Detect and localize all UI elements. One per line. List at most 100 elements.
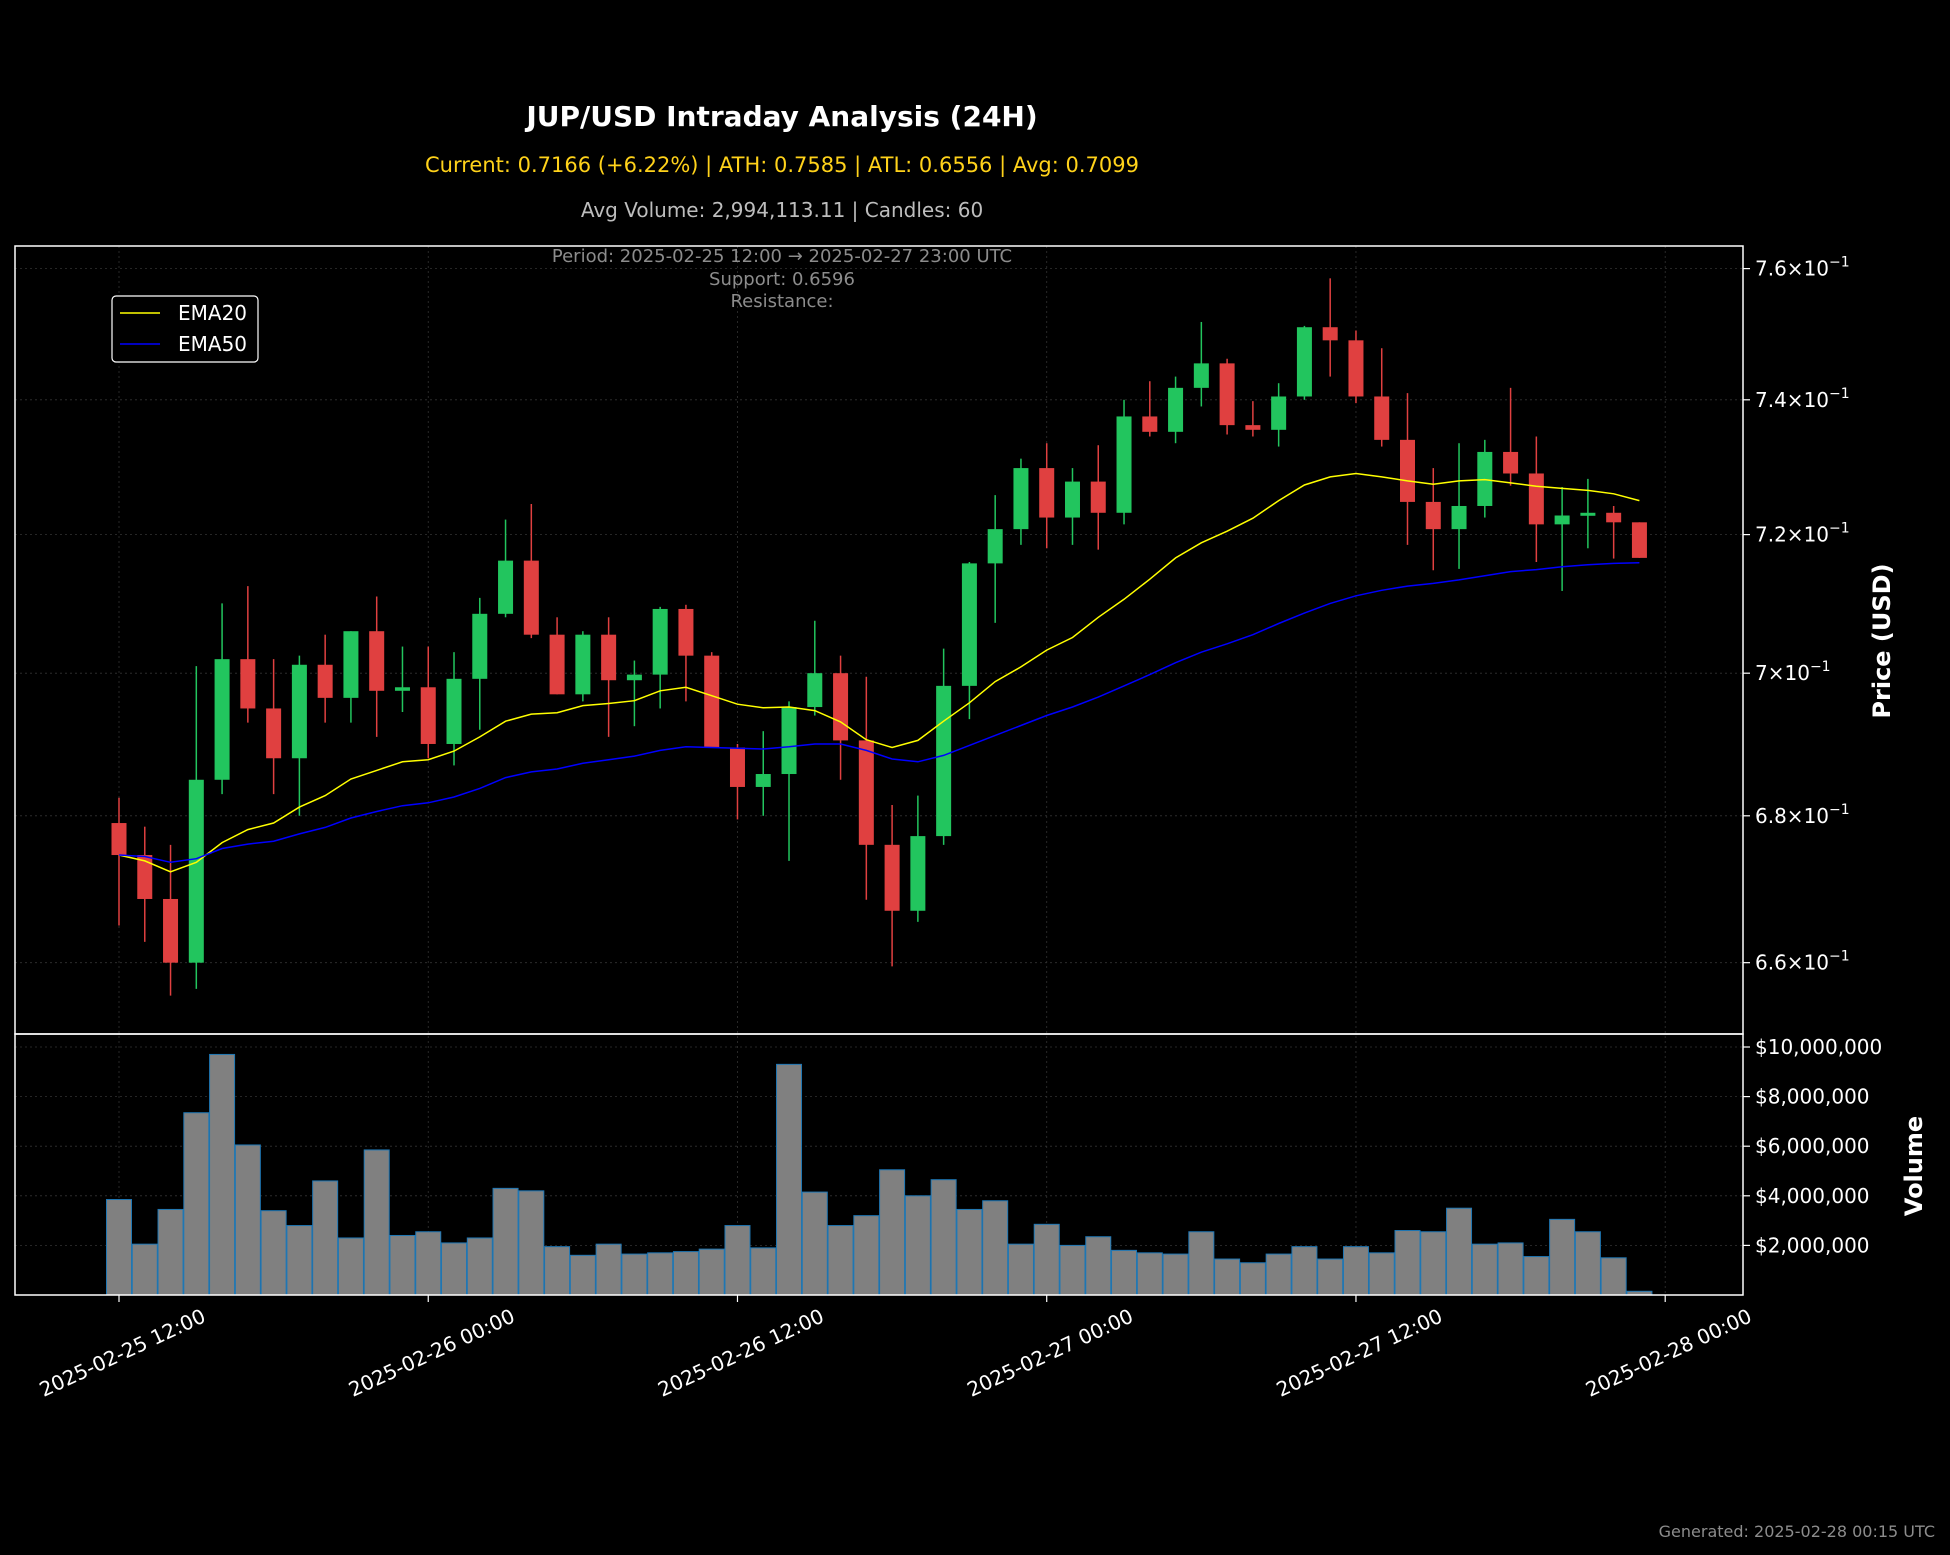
candle-12 <box>420 646 436 759</box>
volume-bar-40 <box>1136 1252 1163 1296</box>
candle-41 <box>1168 376 1184 444</box>
volume-bar-2 <box>157 1208 184 1296</box>
volume-bar-8 <box>312 1180 339 1296</box>
chart-title: JUP/USD Intraday Analysis (24H) <box>524 100 1037 133</box>
candle-body-33 <box>961 563 977 686</box>
legend: EMA20 EMA50 <box>111 295 259 363</box>
candle-body-21 <box>652 608 668 675</box>
candle-body-38 <box>1090 481 1106 513</box>
info-resistance: Resistance: <box>730 291 833 312</box>
candle-body-44 <box>1245 425 1261 430</box>
candle-body-55 <box>1528 473 1544 525</box>
candle-23 <box>704 652 720 748</box>
candle-body-46 <box>1296 327 1312 397</box>
candle-13 <box>446 652 462 766</box>
volume-bar-3 <box>183 1112 210 1296</box>
volume-bar-46 <box>1291 1246 1318 1296</box>
candle-body-15 <box>498 560 514 614</box>
candle-body-28 <box>833 673 849 741</box>
volume-bar-32 <box>930 1179 957 1296</box>
candle-20 <box>626 660 642 727</box>
volume-bar-9 <box>337 1237 364 1296</box>
candle-body-30 <box>884 844 900 911</box>
volume-bar-48 <box>1342 1246 1369 1296</box>
candle-5 <box>240 586 256 723</box>
candle-body-35 <box>1013 468 1029 530</box>
volume-bar-20 <box>621 1253 648 1296</box>
legend-label-ema50: EMA50 <box>178 332 247 356</box>
candle-body-37 <box>1064 481 1080 518</box>
candle-36 <box>1039 443 1055 549</box>
volume-bar-41 <box>1162 1253 1189 1296</box>
candle-25 <box>755 731 771 816</box>
volume-bar-44 <box>1239 1262 1266 1296</box>
candle-26 <box>781 701 797 861</box>
volume-bar-17 <box>544 1246 571 1296</box>
volume-tick-label-0: $2,000,000 <box>1755 1233 1870 1257</box>
candle-body-34 <box>987 529 1003 564</box>
candle-body-22 <box>678 608 694 656</box>
ema-lines <box>118 472 1640 873</box>
price-tick-label-1: 6.8×10−1 <box>1755 802 1850 828</box>
legend-label-ema20: EMA20 <box>178 301 247 325</box>
candle-body-25 <box>755 774 771 787</box>
candle-body-11 <box>394 687 410 691</box>
candle-body-41 <box>1168 387 1184 432</box>
candle-body-20 <box>626 674 642 681</box>
volume-bar-0 <box>106 1199 132 1296</box>
volume-bar-27 <box>801 1191 828 1296</box>
candle-body-24 <box>729 747 745 787</box>
candle-body-54 <box>1503 451 1519 474</box>
candle-7 <box>291 655 307 816</box>
candle-34 <box>987 495 1003 623</box>
candle-42 <box>1193 321 1209 407</box>
volume-bar-13 <box>441 1242 468 1296</box>
candle-48 <box>1348 330 1364 404</box>
volume-bar-35 <box>1007 1243 1034 1296</box>
candle-30 <box>884 804 900 967</box>
candle-body-42 <box>1193 363 1209 388</box>
candle-body-0 <box>111 823 127 856</box>
candle-54 <box>1503 387 1519 486</box>
volume-bar-52 <box>1446 1207 1473 1296</box>
candle-body-13 <box>446 678 462 744</box>
volume-bar-28 <box>827 1225 854 1296</box>
volume-bar-47 <box>1317 1258 1344 1296</box>
candle-body-8 <box>317 664 333 698</box>
candle-body-39 <box>1116 416 1132 513</box>
chart-subtitle: Current: 0.7166 (+6.22%) | ATH: 0.7585 |… <box>425 153 1139 178</box>
candle-body-14 <box>472 613 488 679</box>
volume-bar-29 <box>853 1215 880 1296</box>
candle-52 <box>1451 443 1467 569</box>
volume-bar-49 <box>1368 1252 1395 1296</box>
volume-bar-15 <box>492 1187 519 1296</box>
candle-body-3 <box>188 779 204 963</box>
candle-39 <box>1116 399 1132 525</box>
price-tick-label-4: 7.4×10−1 <box>1755 386 1850 412</box>
volume-bar-58 <box>1600 1257 1627 1296</box>
candle-body-4 <box>214 659 230 780</box>
volume-bar-11 <box>389 1234 416 1296</box>
candle-44 <box>1245 401 1261 437</box>
candle-body-2 <box>163 898 179 963</box>
candle-body-9 <box>343 631 359 698</box>
candle-40 <box>1142 381 1158 437</box>
candle-22 <box>678 604 694 702</box>
candle-body-7 <box>291 664 307 759</box>
candle-body-48 <box>1348 340 1364 397</box>
candle-body-17 <box>549 634 565 695</box>
volume-bar-55 <box>1523 1256 1550 1296</box>
candle-body-49 <box>1374 396 1390 440</box>
candle-body-12 <box>420 687 436 744</box>
candle-4 <box>214 603 230 795</box>
price-tick-label-0: 6.6×10−1 <box>1755 949 1850 975</box>
volume-bar-56 <box>1549 1218 1576 1296</box>
candle-35 <box>1013 458 1029 545</box>
volume-panel-frame <box>14 1033 1744 1296</box>
candle-body-32 <box>936 685 952 837</box>
candle-body-45 <box>1271 396 1287 430</box>
candle-3 <box>188 666 204 989</box>
footer-generated: Generated: 2025-02-28 00:15 UTC <box>1659 1522 1935 1541</box>
